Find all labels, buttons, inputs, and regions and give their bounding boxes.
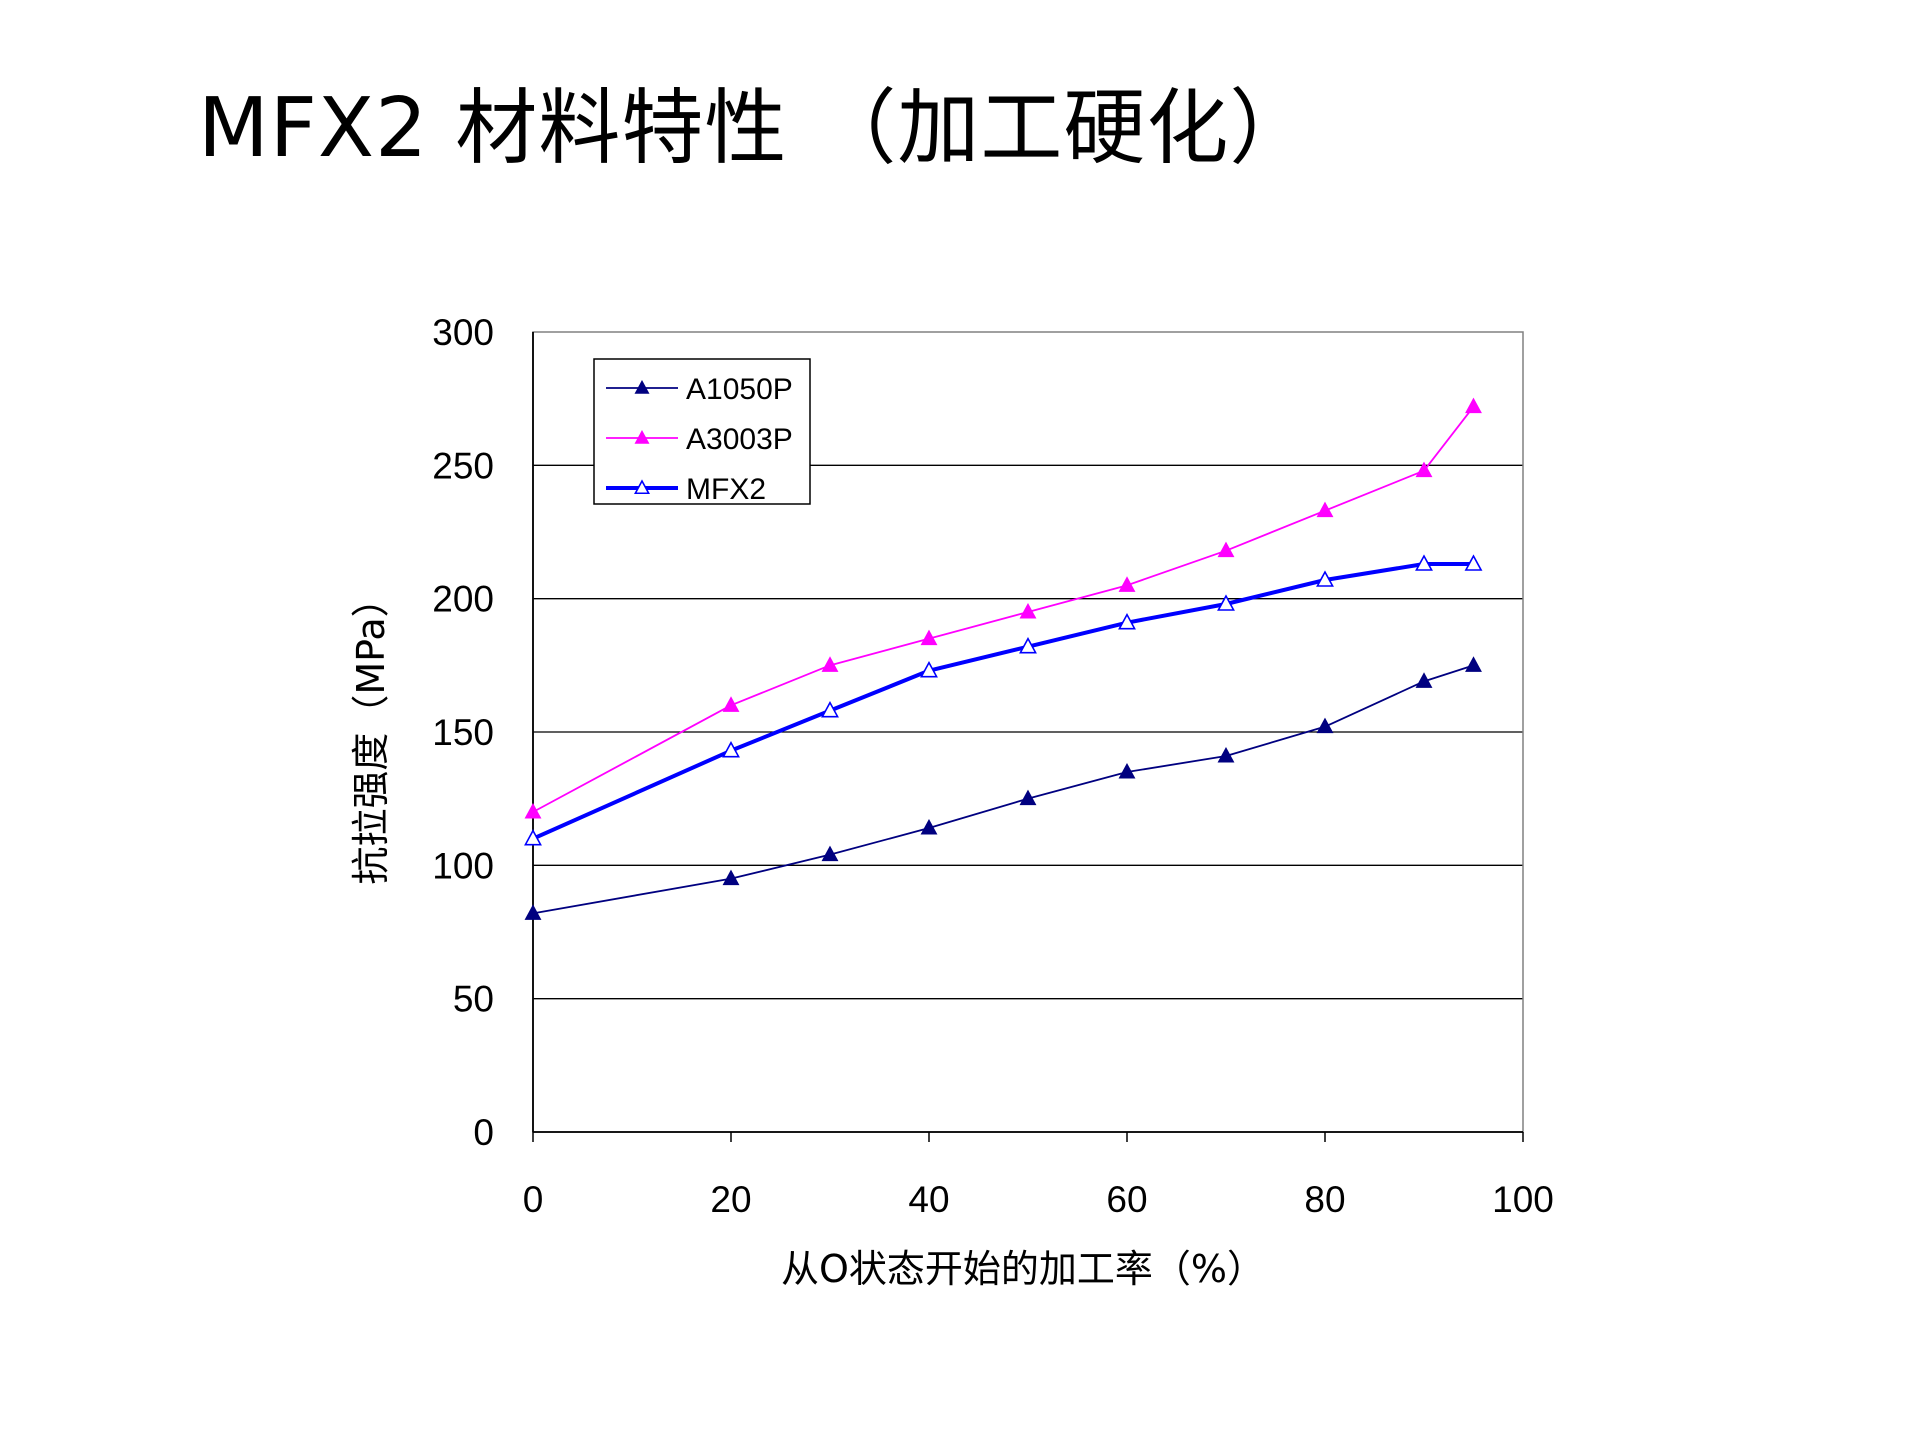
legend-box [593,358,811,505]
y-axis-title: 抗拉强度（MPa） [349,579,393,884]
legend-label-a3003p: A3003P [686,423,793,456]
data-point-a3003p-x95 [1465,397,1482,414]
series-a1050p [524,656,1482,920]
y-tick-label-200: 200 [432,579,494,620]
data-point-a1050p-x80 [1316,717,1334,734]
x-tick-label-0: 0 [523,1179,544,1220]
data-point-a3003p-x0 [524,802,542,819]
data-point-a3003p-x80 [1316,501,1334,518]
series-layer [524,397,1483,920]
slide-title: MFX2 材料特性 （加工硬化） [198,81,1313,176]
data-point-mfx2-x60 [1118,612,1136,630]
data-point-mfx2-x50 [1019,636,1037,654]
data-point-mfx2-x40 [920,660,938,678]
data-point-a3003p-x40 [920,629,938,646]
legend-marker-mfx2 [634,479,650,495]
data-point-a1050p-x30 [821,845,839,862]
series-line-a3003p [532,406,1475,813]
data-point-mfx2-x20 [722,740,740,758]
x-tick-label-60: 60 [1106,1179,1147,1220]
data-point-a1050p-x90 [1415,672,1433,688]
data-point-a3003p-x70 [1217,541,1235,558]
series-line-mfx2 [532,562,1474,841]
data-point-a3003p-x60 [1118,576,1136,592]
legend-marker-a1050p [634,379,650,394]
data-point-mfx2-x70 [1217,594,1235,611]
data-point-a1050p-x60 [1118,762,1136,779]
y-tick-label-100: 100 [432,845,494,886]
x-tick-label-20: 20 [710,1179,751,1220]
y-tick-label-300: 300 [432,312,494,353]
data-point-mfx2-x0 [524,828,542,846]
y-tick-label-250: 250 [432,445,494,486]
data-point-a1050p-x0 [524,904,542,920]
x-tick-label-40: 40 [908,1179,949,1220]
y-tick-label-0: 0 [473,1112,494,1153]
data-point-a1050p-x40 [920,818,938,835]
x-tick-label-100: 100 [1492,1179,1554,1220]
series-a3003p [524,397,1482,819]
data-point-a3003p-x90 [1415,461,1433,478]
data-point-a1050p-x95 [1465,656,1482,672]
legend-marker-a3003p [634,429,650,444]
data-point-a1050p-x20 [722,869,740,886]
series-line-a1050p [532,664,1474,915]
y-tick-label-50: 50 [453,979,494,1020]
data-point-mfx2-x90 [1415,554,1433,571]
legend: A1050P A3003P MFX2 [593,358,811,506]
axes [532,332,1524,1142]
data-point-mfx2-x95 [1464,554,1483,571]
data-point-a1050p-x50 [1019,789,1037,806]
grid-lines [533,464,1523,1000]
legend-label-mfx2: MFX2 [686,473,766,506]
x-axis-title: 从O状态开始的加工率（%） [781,1247,1265,1291]
legend-label-a1050p: A1050P [686,373,793,406]
series-mfx2 [524,554,1483,846]
tick-labels: 0 50 100 150 200 250 300 0 20 40 60 80 100 [432,312,1554,1220]
data-point-mfx2-x30 [821,700,839,718]
data-point-a1050p-x70 [1217,746,1235,763]
x-tick-label-80: 80 [1304,1179,1345,1220]
data-point-mfx2-x80 [1316,570,1334,587]
data-point-a3003p-x20 [722,696,740,712]
data-point-a3003p-x30 [821,656,839,672]
y-tick-label-150: 150 [432,712,494,753]
data-point-a3003p-x50 [1019,602,1037,619]
